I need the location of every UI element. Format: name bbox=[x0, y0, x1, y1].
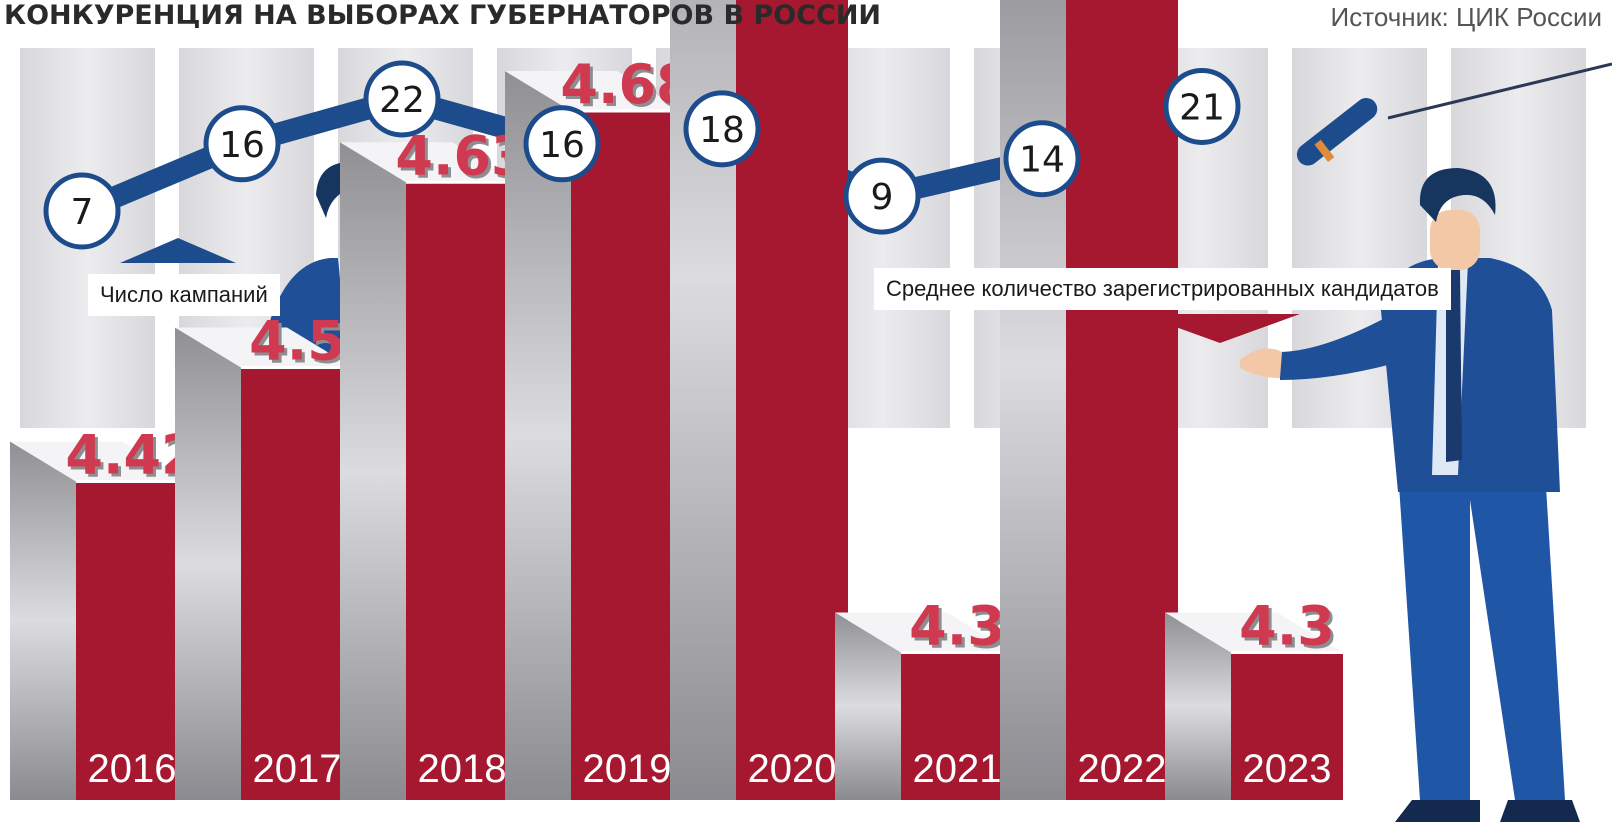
bar-top bbox=[1165, 612, 1343, 653]
bar-value-label: 4.3 bbox=[1239, 595, 1335, 658]
campaign-value-label: 16 bbox=[539, 125, 585, 166]
bar-side bbox=[505, 71, 571, 800]
bar-side bbox=[10, 441, 76, 800]
bar-front bbox=[571, 111, 683, 800]
campaign-value-label: 16 bbox=[219, 125, 265, 166]
marker-circle bbox=[523, 105, 601, 183]
campaign-value-label: 22 bbox=[379, 80, 425, 121]
campaign-marker-2023: 21 bbox=[1163, 67, 1241, 145]
campaign-marker-2018: 22 bbox=[363, 60, 441, 138]
marker-circle bbox=[1003, 120, 1081, 198]
campaign-marker-2020: 18 bbox=[683, 90, 761, 168]
bar-2022: 4.784.782022 bbox=[1000, 0, 1178, 800]
x-tick-label: 2018 bbox=[418, 747, 507, 791]
campaign-value-label: 18 bbox=[699, 110, 745, 151]
x-tick-label: 2023 bbox=[1243, 747, 1332, 791]
campaign-markers: 7 16 22 16 18 9 14 21 bbox=[43, 60, 1241, 250]
x-tick-label: 2017 bbox=[253, 747, 342, 791]
bar-top bbox=[505, 71, 683, 111]
bar-front bbox=[901, 652, 1013, 800]
bar-top bbox=[175, 327, 353, 368]
bar-value-label: 4.3 bbox=[909, 595, 1005, 658]
bar-side bbox=[340, 142, 406, 800]
x-tick-label: 2020 bbox=[748, 747, 837, 791]
bar-group: 4.424.4220164.54.520174.634.6320184.684.… bbox=[10, 0, 1343, 800]
legend-candidates: Среднее количество зарегистрированных ка… bbox=[874, 268, 1451, 310]
bar-front bbox=[1231, 652, 1343, 800]
bar-front bbox=[406, 182, 518, 800]
campaign-marker-2022: 14 bbox=[1003, 120, 1081, 198]
source-note: Источник: ЦИК России bbox=[1330, 2, 1602, 32]
bar-side bbox=[1165, 612, 1231, 800]
campaign-value-label: 7 bbox=[71, 192, 94, 233]
x-tick-label: 2019 bbox=[583, 747, 672, 791]
bar-value-shadow: 4.5 bbox=[252, 313, 348, 376]
bar-top bbox=[340, 142, 518, 183]
bar-top bbox=[10, 441, 188, 482]
bar-side bbox=[835, 612, 901, 800]
campaign-value-label: 9 bbox=[871, 177, 894, 218]
chart-title: КОНКУРЕНЦИЯ НА ВЫБОРАХ ГУБЕРНАТОРОВ В РО… bbox=[4, 0, 882, 31]
marker-circle bbox=[363, 60, 441, 138]
marker-circle bbox=[203, 105, 281, 183]
bar-top bbox=[835, 612, 1013, 653]
campaign-value-label: 14 bbox=[1019, 140, 1065, 181]
bar-value-shadow: 4.3 bbox=[1242, 598, 1338, 661]
marker-circle bbox=[843, 157, 921, 235]
legend-campaigns: Число кампаний bbox=[88, 274, 280, 316]
campaign-value-label: 21 bbox=[1179, 87, 1225, 128]
campaigns-arrow-icon bbox=[120, 238, 236, 263]
bar-front bbox=[241, 367, 353, 800]
microphone-right-icon bbox=[1296, 62, 1612, 166]
bar-side bbox=[175, 327, 241, 800]
bar-front bbox=[76, 481, 188, 800]
bar-value-shadow: 4.3 bbox=[912, 598, 1008, 661]
bar-value-label: 4.5 bbox=[249, 310, 345, 373]
candidates-arrow-icon bbox=[1140, 314, 1300, 343]
bar-side bbox=[1000, 0, 1066, 800]
bar-side bbox=[670, 0, 736, 800]
marker-circle bbox=[1163, 67, 1241, 145]
x-tick-label: 2016 bbox=[88, 747, 177, 791]
marker-circle bbox=[683, 90, 761, 168]
marker-circle bbox=[43, 172, 121, 250]
campaign-marker-2016: 7 bbox=[43, 172, 121, 250]
x-tick-label: 2022 bbox=[1078, 747, 1167, 791]
campaign-marker-2017: 16 bbox=[203, 105, 281, 183]
bar-front bbox=[1066, 0, 1178, 800]
campaign-marker-2019: 16 bbox=[523, 105, 601, 183]
speaker-right-illustration bbox=[1240, 168, 1580, 822]
campaign-marker-2021: 9 bbox=[843, 157, 921, 235]
x-tick-label: 2021 bbox=[913, 747, 1002, 791]
